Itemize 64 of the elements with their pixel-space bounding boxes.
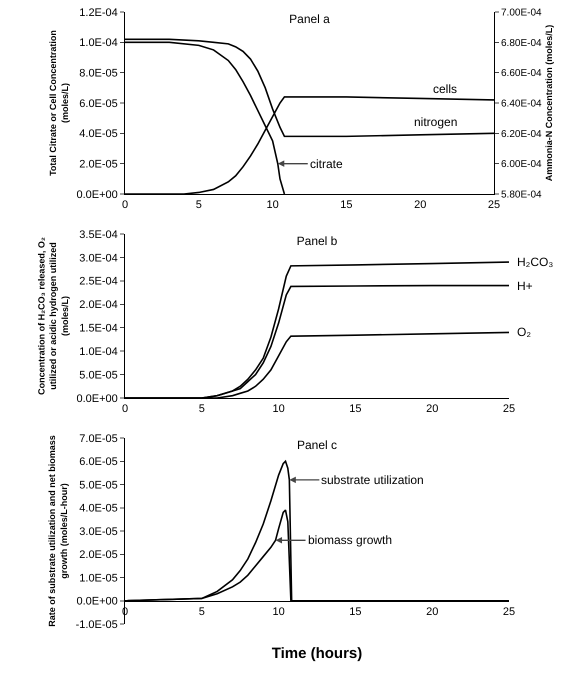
- y2-tick-label: 6.40E-04: [501, 98, 542, 110]
- x-tick-label: 20: [426, 606, 438, 618]
- x-tick-label: 5: [196, 199, 202, 212]
- y2-tick-label: 7.00E-04: [501, 8, 542, 18]
- y2-axis-title: Ammonia-N Concentration (moles/L): [544, 24, 554, 182]
- y2-tick-label: 6.60E-04: [501, 68, 542, 80]
- y2-tick-label: 6.80E-04: [501, 38, 542, 49]
- x-tick-label: 25: [502, 606, 516, 618]
- y-tick-label: 0.0E+00: [76, 596, 118, 608]
- x-tick-label: 15: [349, 606, 362, 618]
- series-label: nitrogen: [414, 115, 458, 129]
- y-tick-label: 7.0E-05: [79, 432, 118, 445]
- x-tick-label: 10: [272, 403, 285, 416]
- x-tick-label: 10: [272, 606, 285, 618]
- chart-title: Panel a: [289, 12, 330, 26]
- y-tick-label: 0.0E+00: [76, 392, 118, 405]
- y2-tick-label: 6.20E-04: [501, 128, 542, 140]
- x-tick-label: 0: [122, 403, 128, 416]
- y-tick-label: 1.2E-04: [79, 6, 118, 19]
- y-tick-label: 3.0E-04: [79, 252, 118, 264]
- series-label: H₂CO₃: [517, 255, 554, 269]
- x-tick-label: 25: [502, 403, 516, 416]
- x-tick-label: 0: [122, 199, 128, 212]
- y-tick-label: 2.5E-04: [79, 276, 118, 288]
- y-tick-label: 6.0E-05: [79, 456, 118, 468]
- annotation: citrate: [310, 157, 344, 171]
- y-axis-title: Concentration of H₂CO₃ released, O₂ utilized or acidic hydrogen utilized (moles/L): [36, 237, 70, 395]
- chart-title: Panel c: [296, 438, 338, 452]
- y-tick-label: 6.0E-05: [79, 98, 118, 110]
- x-tick-label: 5: [198, 606, 205, 618]
- y-tick-label: 1.0E-04: [79, 346, 118, 358]
- annotation: biomass growth: [308, 533, 392, 547]
- y-tick-label: 1.0E-05: [79, 572, 118, 584]
- y-tick-label: 3.5E-04: [79, 228, 118, 241]
- y-tick-label: 4.0E-05: [79, 128, 118, 140]
- y-tick-label: 2.0E-04: [79, 299, 118, 312]
- x-tick-label: 5: [198, 403, 205, 416]
- chart-title: Panel b: [296, 234, 338, 248]
- y-tick-label: 5.0E-05: [79, 369, 118, 382]
- x-tick-label: 15: [349, 403, 362, 416]
- y-tick-label: -1.0E-05: [76, 618, 118, 631]
- y-tick-label: 1.0E-04: [79, 37, 118, 50]
- x-axis-title: Time (hours): [272, 644, 362, 662]
- y-tick-label: 4.0E-05: [79, 502, 118, 515]
- y2-tick-label: 6.00E-04: [501, 159, 542, 170]
- x-tick-label: 10: [266, 199, 279, 212]
- y-tick-label: 0.0E+00: [76, 188, 118, 201]
- annotation: substrate utilization: [321, 473, 424, 487]
- series-label: O₂: [517, 325, 532, 339]
- x-tick-label: 15: [340, 199, 353, 212]
- x-tick-label: 20: [426, 403, 438, 416]
- y-tick-label: 8.0E-05: [79, 68, 118, 80]
- y-tick-label: 5.0E-05: [79, 479, 118, 492]
- y-tick-label: 1.5E-04: [79, 322, 118, 335]
- series-label: cells: [433, 82, 458, 96]
- y2-tick-label: 5.80E-04: [501, 190, 542, 200]
- y-axis-title: Total Citrate or Cell Concentration (moles/L): [48, 30, 70, 176]
- y-axis-title: Rate of substrate utilization and net biomass growth (moles/L-hour): [47, 435, 69, 627]
- x-tick-label: 25: [488, 199, 500, 212]
- y-tick-label: 3.0E-05: [79, 526, 118, 538]
- y-tick-label: 2.0E-05: [79, 549, 118, 562]
- series-label: H+: [517, 279, 533, 293]
- x-tick-label: 20: [414, 199, 426, 212]
- y-tick-label: 2.0E-05: [79, 158, 118, 171]
